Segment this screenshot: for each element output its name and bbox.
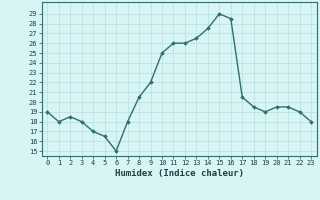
- X-axis label: Humidex (Indice chaleur): Humidex (Indice chaleur): [115, 169, 244, 178]
